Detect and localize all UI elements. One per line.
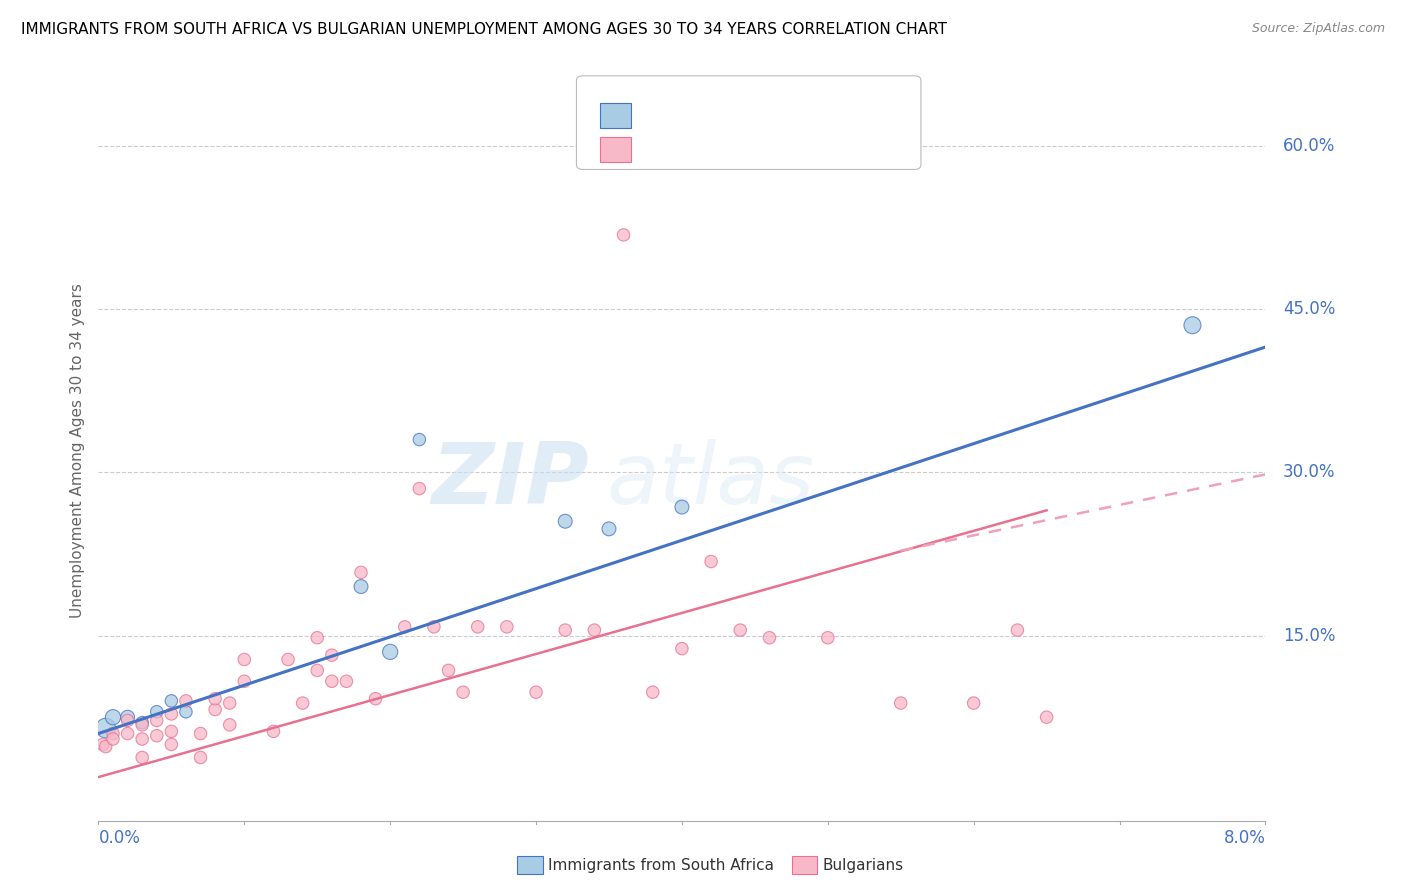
Point: [364, 691, 387, 706]
Text: 45.0%: 45.0%: [1282, 300, 1336, 318]
Point: [190, 750, 212, 764]
Text: 60.0%: 60.0%: [1282, 136, 1336, 154]
Point: [583, 623, 606, 637]
Point: [350, 566, 373, 580]
Text: R =: R =: [643, 107, 679, 125]
Point: [190, 726, 212, 740]
Point: [131, 715, 153, 730]
Point: [1035, 710, 1057, 724]
Point: [131, 750, 153, 764]
Point: [117, 726, 139, 740]
Text: 30.0%: 30.0%: [1282, 463, 1336, 482]
Text: ZIP: ZIP: [430, 439, 589, 522]
Point: [291, 696, 314, 710]
Point: [962, 696, 984, 710]
Text: 54: 54: [790, 141, 813, 159]
Point: [160, 738, 183, 752]
Point: [408, 433, 430, 447]
Point: [730, 623, 752, 637]
Point: [131, 718, 153, 732]
Point: [380, 645, 402, 659]
Point: [321, 674, 343, 689]
Point: [160, 694, 183, 708]
Point: [1181, 318, 1204, 333]
Point: [598, 522, 620, 536]
Point: [277, 652, 299, 666]
Point: [131, 731, 153, 746]
Text: 0.685: 0.685: [688, 107, 740, 125]
Point: [101, 710, 124, 724]
Point: [174, 694, 197, 708]
Point: [671, 641, 693, 656]
Text: R =: R =: [643, 141, 679, 159]
Point: [101, 726, 124, 740]
Point: [496, 620, 519, 634]
Point: [1007, 623, 1029, 637]
Text: 14: 14: [790, 107, 813, 125]
Text: N =: N =: [748, 107, 796, 125]
Point: [174, 705, 197, 719]
Text: 8.0%: 8.0%: [1223, 830, 1265, 847]
Point: [423, 620, 446, 634]
Point: [671, 500, 693, 514]
Point: [817, 631, 839, 645]
Point: [321, 648, 343, 662]
Text: 15.0%: 15.0%: [1282, 626, 1336, 645]
Point: [307, 664, 329, 678]
Point: [467, 620, 489, 634]
Point: [641, 685, 664, 699]
Point: [554, 623, 576, 637]
Point: [233, 674, 256, 689]
Point: [204, 703, 226, 717]
Point: [437, 664, 460, 678]
Text: Immigrants from South Africa: Immigrants from South Africa: [548, 858, 775, 872]
Point: [101, 731, 124, 746]
Point: [117, 714, 139, 728]
Point: [160, 724, 183, 739]
Point: [262, 724, 284, 739]
Point: [204, 691, 226, 706]
Point: [335, 674, 357, 689]
Y-axis label: Unemployment Among Ages 30 to 34 years: Unemployment Among Ages 30 to 34 years: [69, 283, 84, 618]
Point: [451, 685, 474, 699]
Point: [554, 514, 576, 528]
Text: 0.0%: 0.0%: [98, 830, 141, 847]
Point: [94, 739, 117, 754]
Point: [233, 652, 256, 666]
Point: [700, 554, 723, 569]
Point: [218, 718, 240, 732]
Point: [91, 738, 114, 752]
Point: [524, 685, 547, 699]
Text: Source: ZipAtlas.com: Source: ZipAtlas.com: [1251, 22, 1385, 36]
Point: [408, 482, 430, 496]
Point: [350, 580, 373, 594]
Point: [94, 721, 117, 735]
Point: [117, 710, 139, 724]
Point: [758, 631, 780, 645]
Point: [890, 696, 912, 710]
Text: N =: N =: [748, 141, 796, 159]
Text: 0.512: 0.512: [688, 141, 740, 159]
Point: [146, 729, 169, 743]
Text: atlas: atlas: [606, 439, 814, 522]
Point: [146, 714, 169, 728]
Point: [394, 620, 416, 634]
Point: [307, 631, 329, 645]
Point: [218, 696, 240, 710]
Text: IMMIGRANTS FROM SOUTH AFRICA VS BULGARIAN UNEMPLOYMENT AMONG AGES 30 TO 34 YEARS: IMMIGRANTS FROM SOUTH AFRICA VS BULGARIA…: [21, 22, 948, 37]
Point: [612, 227, 634, 242]
Text: Bulgarians: Bulgarians: [823, 858, 904, 872]
Point: [146, 705, 169, 719]
Point: [160, 706, 183, 721]
